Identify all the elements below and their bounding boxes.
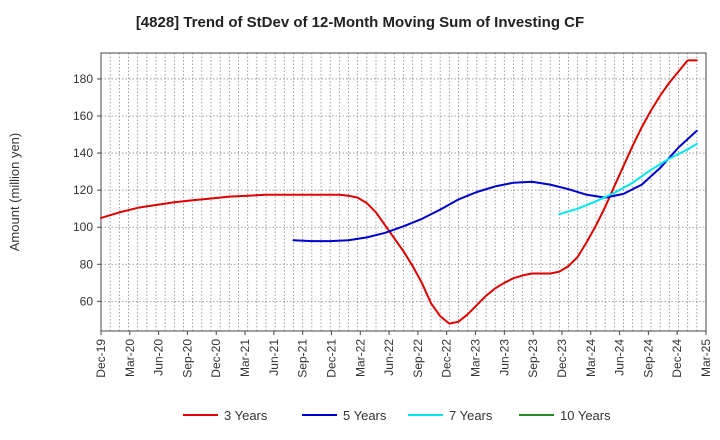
x-tick-label: Mar-22 <box>353 339 367 377</box>
y-tick-label: 100 <box>73 220 93 234</box>
x-tick-label: Sep-23 <box>526 339 540 378</box>
legend: 3 Years 5 Years 7 Years 10 Years <box>183 408 611 423</box>
y-tick-label: 60 <box>80 294 94 308</box>
legend-label: 5 Years <box>343 408 387 423</box>
x-tick-label: Dec-23 <box>555 339 569 378</box>
grid-lines <box>100 53 707 331</box>
series-line-5-years <box>292 129 698 243</box>
y-axis-title: Amount (million yen) <box>7 133 22 252</box>
x-tick-label: Jun-20 <box>152 339 166 376</box>
x-tick-label: Mar-21 <box>238 339 252 377</box>
series-line-7-years <box>558 142 698 216</box>
legend-label: 3 Years <box>224 408 268 423</box>
x-tick-label: Jun-24 <box>613 339 627 376</box>
x-tick-label: Dec-19 <box>94 339 108 378</box>
plot-area-frame <box>100 52 707 332</box>
y-tick-label: 160 <box>73 109 93 123</box>
series-line-3-years <box>100 59 698 325</box>
x-tick-label: Mar-24 <box>584 339 598 377</box>
legend-label: 7 Years <box>449 408 493 423</box>
x-tick-label: Dec-24 <box>670 339 684 378</box>
x-tick-label: Jun-23 <box>497 339 511 376</box>
y-tick-label: 180 <box>73 72 93 86</box>
x-tick-label: Sep-24 <box>641 339 655 378</box>
y-axis-ticks: 60 80 100 120 140 160 180 <box>73 72 101 308</box>
x-tick-label: Dec-22 <box>440 339 454 378</box>
chart-title: [4828] Trend of StDev of 12-Month Moving… <box>135 14 585 31</box>
x-axis-ticks: Dec-19 Mar-20 Jun-20 Sep-20 Dec-20 Mar-21 Jun-… <box>94 331 713 378</box>
x-tick-label: Dec-21 <box>324 339 338 378</box>
y-tick-label: 80 <box>80 257 94 271</box>
x-tick-label: Jun-21 <box>267 339 281 376</box>
y-tick-label: 120 <box>73 183 93 197</box>
x-tick-label: Sep-20 <box>180 339 194 378</box>
x-tick-label: Mar-25 <box>699 339 713 377</box>
x-tick-label: Jun-22 <box>382 339 396 376</box>
x-tick-label: Sep-21 <box>296 339 310 378</box>
y-tick-label: 140 <box>73 146 93 160</box>
x-tick-label: Sep-22 <box>411 339 425 378</box>
x-tick-label: Dec-20 <box>209 339 223 378</box>
legend-label: 10 Years <box>560 408 611 423</box>
x-tick-label: Mar-20 <box>123 339 137 377</box>
x-tick-label: Mar-23 <box>469 339 483 377</box>
series-lines <box>100 59 698 325</box>
